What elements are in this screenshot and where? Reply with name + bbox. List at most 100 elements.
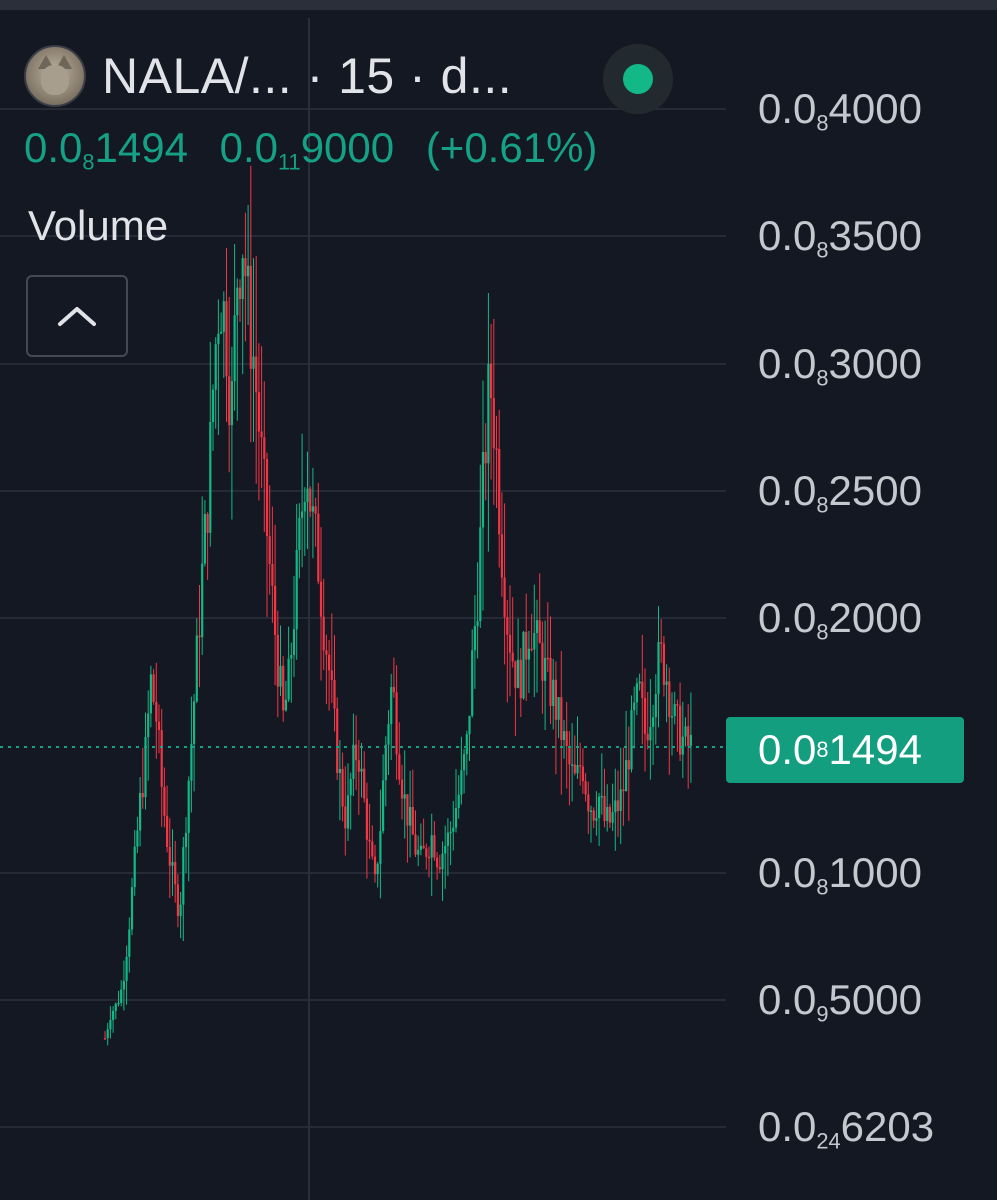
candle-up [544,657,547,681]
candle-down [260,431,263,438]
candle-up [460,770,463,795]
candle-down [492,398,495,449]
candle-down [257,392,260,432]
candle-down [317,513,320,582]
candle-up [487,363,490,464]
y-axis-tick: 0.084000 [758,85,922,136]
candle-down [357,760,360,772]
symbol-header[interactable]: NALA/... · 15 · d... [24,44,512,108]
candle-up [352,744,355,779]
candle-up [481,452,485,528]
candle-up [203,514,206,564]
candle-down [565,731,568,747]
candle-down [546,657,549,660]
candle-up [214,344,217,390]
candle-up [279,665,282,687]
candle-down [249,265,252,369]
candle-up [187,780,190,833]
candle-down [152,674,155,702]
candle-up [649,726,652,741]
candle-up [652,717,655,727]
candle-up [136,830,139,847]
candle-up [171,862,174,866]
candle-up [292,629,296,655]
candle-up [128,929,131,957]
candle-up [287,658,290,700]
candle-down [174,862,177,885]
volume-indicator-label[interactable]: Volume [28,202,169,249]
candle-down [155,701,158,722]
candle-down [411,806,414,835]
collapse-indicators-button[interactable] [26,275,128,357]
candle-down [271,563,274,586]
candle-up [654,693,657,718]
candle-up [619,789,622,811]
grid-lines [0,108,726,1128]
candle-down [660,642,663,644]
candle-down [103,1038,107,1040]
candle-up [465,734,468,755]
candle-down [363,768,366,799]
candle-up [209,421,212,533]
candle-down [662,643,665,685]
candle-up [476,621,479,627]
candle-down [676,704,679,706]
candle-down [228,376,231,426]
symbol-title[interactable]: NALA/... · 15 · d... [102,48,513,104]
candle-up [252,356,255,369]
candle-up [233,315,236,382]
candle-up [684,726,687,737]
candle-down [627,760,630,770]
token-avatar [24,45,86,107]
candle-up [417,849,420,855]
candle-up [303,502,306,512]
candle-down [554,679,557,720]
candle-down [414,834,417,855]
candle-up [133,846,136,888]
candle-up [112,1010,115,1020]
candle-up [449,831,452,834]
candle-down [422,845,425,849]
candle-up [147,713,150,738]
candle-up [419,845,422,850]
live-status-indicator [603,44,673,114]
candle-down [579,765,582,767]
candle-down [206,514,209,533]
candle-down [511,652,514,662]
candle-up [311,506,314,512]
candle-down [322,616,325,651]
candle-up [139,792,142,831]
candle-up [598,796,601,819]
y-axis-tick: 0.082000 [758,594,922,645]
price-change: 0.0119000 (+0.61%) [219,124,598,175]
candle-down [436,857,439,868]
candle-down [573,764,576,774]
candle-up [182,847,185,905]
candle-up [457,794,460,809]
candle-up [211,389,215,422]
candle-up [220,331,223,334]
candle-up [517,659,520,688]
candle-up [120,989,123,1003]
candle-up [635,683,638,703]
candle-up [241,258,244,300]
candle-up [390,687,393,725]
candle-down [549,657,552,706]
candle-down [679,705,682,755]
candle-up [446,832,449,846]
candle-up [535,620,539,634]
candle-up [638,681,641,684]
candle-down [406,794,409,826]
candle-up [117,1002,120,1005]
candle-up [471,650,474,716]
candle-up [247,265,250,277]
candle-up [630,710,633,770]
y-axis-tick: 0.095000 [758,976,922,1027]
candle-down [398,754,401,780]
candle-down [530,648,533,651]
candle-up [360,768,363,772]
candle-down [500,534,503,578]
candle-up [295,549,298,630]
candle-down [587,794,590,812]
